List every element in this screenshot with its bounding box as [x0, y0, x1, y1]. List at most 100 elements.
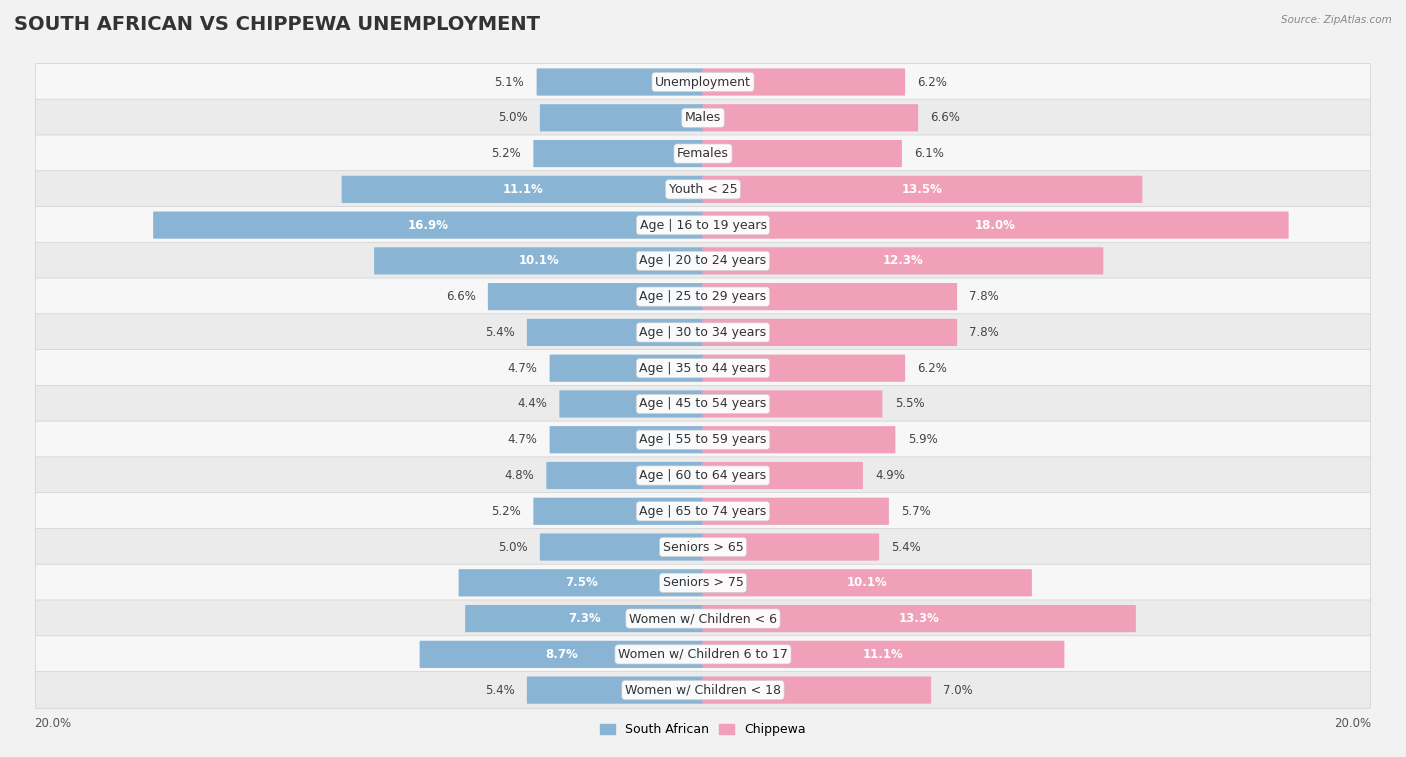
FancyBboxPatch shape — [703, 534, 879, 561]
Legend: South African, Chippewa: South African, Chippewa — [595, 718, 811, 741]
FancyBboxPatch shape — [35, 314, 1371, 351]
Text: 7.5%: 7.5% — [565, 576, 598, 589]
Text: 5.5%: 5.5% — [894, 397, 924, 410]
Text: 5.9%: 5.9% — [908, 433, 938, 446]
FancyBboxPatch shape — [153, 211, 703, 238]
FancyBboxPatch shape — [547, 462, 703, 489]
FancyBboxPatch shape — [533, 497, 703, 525]
Text: 4.7%: 4.7% — [508, 362, 537, 375]
FancyBboxPatch shape — [537, 68, 703, 95]
FancyBboxPatch shape — [550, 354, 703, 382]
Text: 6.6%: 6.6% — [931, 111, 960, 124]
Text: 6.2%: 6.2% — [918, 76, 948, 89]
Text: 5.4%: 5.4% — [891, 540, 921, 553]
FancyBboxPatch shape — [458, 569, 703, 597]
FancyBboxPatch shape — [35, 64, 1371, 101]
FancyBboxPatch shape — [35, 457, 1371, 494]
Text: 11.1%: 11.1% — [502, 183, 543, 196]
FancyBboxPatch shape — [35, 171, 1371, 208]
FancyBboxPatch shape — [703, 391, 883, 418]
Text: Women w/ Children < 6: Women w/ Children < 6 — [628, 612, 778, 625]
FancyBboxPatch shape — [533, 140, 703, 167]
Text: Age | 35 to 44 years: Age | 35 to 44 years — [640, 362, 766, 375]
FancyBboxPatch shape — [35, 564, 1371, 601]
FancyBboxPatch shape — [703, 176, 1142, 203]
FancyBboxPatch shape — [703, 354, 905, 382]
FancyBboxPatch shape — [465, 605, 703, 632]
Text: Age | 20 to 24 years: Age | 20 to 24 years — [640, 254, 766, 267]
FancyBboxPatch shape — [35, 671, 1371, 709]
Text: 12.3%: 12.3% — [883, 254, 924, 267]
Text: 7.0%: 7.0% — [943, 684, 973, 696]
Text: 5.4%: 5.4% — [485, 684, 515, 696]
Text: 4.8%: 4.8% — [505, 469, 534, 482]
Text: 5.2%: 5.2% — [491, 147, 522, 160]
FancyBboxPatch shape — [419, 640, 703, 668]
Text: 8.7%: 8.7% — [546, 648, 578, 661]
FancyBboxPatch shape — [703, 248, 1104, 275]
FancyBboxPatch shape — [703, 319, 957, 346]
FancyBboxPatch shape — [703, 68, 905, 95]
FancyBboxPatch shape — [35, 278, 1371, 315]
Text: Females: Females — [678, 147, 728, 160]
Text: 5.2%: 5.2% — [491, 505, 522, 518]
Text: Women w/ Children 6 to 17: Women w/ Children 6 to 17 — [619, 648, 787, 661]
FancyBboxPatch shape — [35, 421, 1371, 458]
Text: 18.0%: 18.0% — [974, 219, 1017, 232]
FancyBboxPatch shape — [540, 534, 703, 561]
Text: Age | 65 to 74 years: Age | 65 to 74 years — [640, 505, 766, 518]
Text: Age | 25 to 29 years: Age | 25 to 29 years — [640, 290, 766, 303]
Text: 5.0%: 5.0% — [498, 111, 527, 124]
FancyBboxPatch shape — [703, 640, 1064, 668]
Text: 7.8%: 7.8% — [970, 290, 1000, 303]
Text: Youth < 25: Youth < 25 — [669, 183, 737, 196]
FancyBboxPatch shape — [550, 426, 703, 453]
FancyBboxPatch shape — [540, 104, 703, 132]
FancyBboxPatch shape — [35, 207, 1371, 244]
FancyBboxPatch shape — [35, 242, 1371, 279]
FancyBboxPatch shape — [703, 605, 1136, 632]
Text: 16.9%: 16.9% — [408, 219, 449, 232]
Text: Age | 55 to 59 years: Age | 55 to 59 years — [640, 433, 766, 446]
FancyBboxPatch shape — [35, 135, 1371, 172]
Text: Age | 30 to 34 years: Age | 30 to 34 years — [640, 326, 766, 339]
Text: Women w/ Children < 18: Women w/ Children < 18 — [626, 684, 780, 696]
FancyBboxPatch shape — [35, 350, 1371, 387]
Text: 7.8%: 7.8% — [970, 326, 1000, 339]
FancyBboxPatch shape — [35, 636, 1371, 673]
Text: 4.7%: 4.7% — [508, 433, 537, 446]
Text: 11.1%: 11.1% — [863, 648, 904, 661]
Text: 6.2%: 6.2% — [918, 362, 948, 375]
FancyBboxPatch shape — [35, 528, 1371, 565]
FancyBboxPatch shape — [35, 99, 1371, 136]
Text: Age | 16 to 19 years: Age | 16 to 19 years — [640, 219, 766, 232]
Text: Age | 45 to 54 years: Age | 45 to 54 years — [640, 397, 766, 410]
Text: 10.1%: 10.1% — [846, 576, 887, 589]
Text: 6.1%: 6.1% — [914, 147, 943, 160]
FancyBboxPatch shape — [488, 283, 703, 310]
Text: Source: ZipAtlas.com: Source: ZipAtlas.com — [1281, 15, 1392, 25]
FancyBboxPatch shape — [703, 569, 1032, 597]
Text: SOUTH AFRICAN VS CHIPPEWA UNEMPLOYMENT: SOUTH AFRICAN VS CHIPPEWA UNEMPLOYMENT — [14, 15, 540, 34]
Text: 5.4%: 5.4% — [485, 326, 515, 339]
FancyBboxPatch shape — [342, 176, 703, 203]
Text: 13.5%: 13.5% — [901, 183, 943, 196]
Text: 7.3%: 7.3% — [568, 612, 600, 625]
Text: 5.0%: 5.0% — [498, 540, 527, 553]
Text: 4.9%: 4.9% — [875, 469, 905, 482]
FancyBboxPatch shape — [703, 462, 863, 489]
FancyBboxPatch shape — [527, 319, 703, 346]
FancyBboxPatch shape — [703, 283, 957, 310]
FancyBboxPatch shape — [703, 677, 931, 704]
FancyBboxPatch shape — [560, 391, 703, 418]
Text: Seniors > 65: Seniors > 65 — [662, 540, 744, 553]
FancyBboxPatch shape — [703, 497, 889, 525]
FancyBboxPatch shape — [35, 493, 1371, 530]
FancyBboxPatch shape — [703, 426, 896, 453]
FancyBboxPatch shape — [35, 600, 1371, 637]
Text: 6.6%: 6.6% — [446, 290, 475, 303]
FancyBboxPatch shape — [703, 104, 918, 132]
Text: Males: Males — [685, 111, 721, 124]
FancyBboxPatch shape — [35, 385, 1371, 422]
Text: 5.7%: 5.7% — [901, 505, 931, 518]
